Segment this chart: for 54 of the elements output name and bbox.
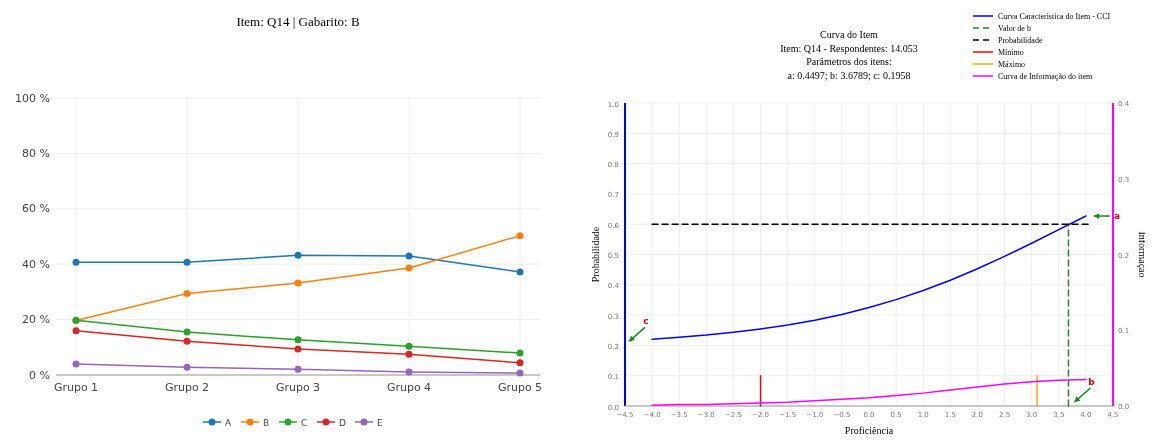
point [405,368,413,376]
legend-label: E [377,417,383,428]
y-tick-label: 100 % [15,91,50,105]
point [294,279,302,287]
point [405,342,413,350]
chart-title: Curva do Item Item: Q14 - Respondentes: 14.053 Parâmetros dos itens: a: 0.4497; b: 3.6789; c: 0.1958 [780,29,918,81]
point [516,349,524,357]
legend-label: Probabilidade [998,36,1043,45]
point [516,369,524,377]
annotation: c [643,316,649,327]
y-tick-label: 80 % [22,146,50,160]
x-tick-label: Grupo 1 [53,381,99,394]
point [294,251,302,259]
legend-label: Máximo [998,60,1026,69]
x-tick-label: Grupo 2 [164,381,210,394]
y-tick-label: 60 % [22,202,50,216]
point [183,363,191,371]
point [72,360,80,368]
x-tick-label: Grupo 4 [386,381,432,394]
x-tick-label: Grupo 3 [275,381,321,394]
y-axis-title: Probabilidade [590,226,601,283]
y-tick-label: 20 % [22,313,50,327]
point [294,345,302,353]
point [72,258,80,266]
point [72,327,80,335]
point [183,337,191,345]
point [183,328,191,336]
point [294,365,302,373]
legend-label: C [301,417,308,428]
legend-label: B [263,417,270,428]
point [516,359,524,367]
point [516,232,524,240]
legend-label: D [339,417,346,428]
point [516,268,524,276]
legend-label: Mínimo [998,48,1024,57]
legend-label: Curva de Informação do item [998,72,1093,81]
point [405,252,413,260]
legend-label: A [225,417,232,428]
point [294,336,302,344]
y-tick-label: 0 % [29,368,50,382]
annotation: b [1088,377,1096,387]
point [405,264,413,272]
legend-label: Valor de b [998,24,1031,33]
x-tick-label: Grupo 5 [497,381,543,394]
y-tick-label: 40 % [22,257,50,271]
x-axis-title: Proficiência [844,425,894,436]
point [183,258,191,266]
chart-title: Item: Q14 | Gabarito: B [236,14,360,29]
line-series [651,378,1087,406]
legend-label: Curva Caracteristica do Item - CCI [998,12,1111,21]
point [405,350,413,358]
annotation: a [1113,211,1120,222]
point [183,290,191,298]
line-series [651,215,1087,341]
